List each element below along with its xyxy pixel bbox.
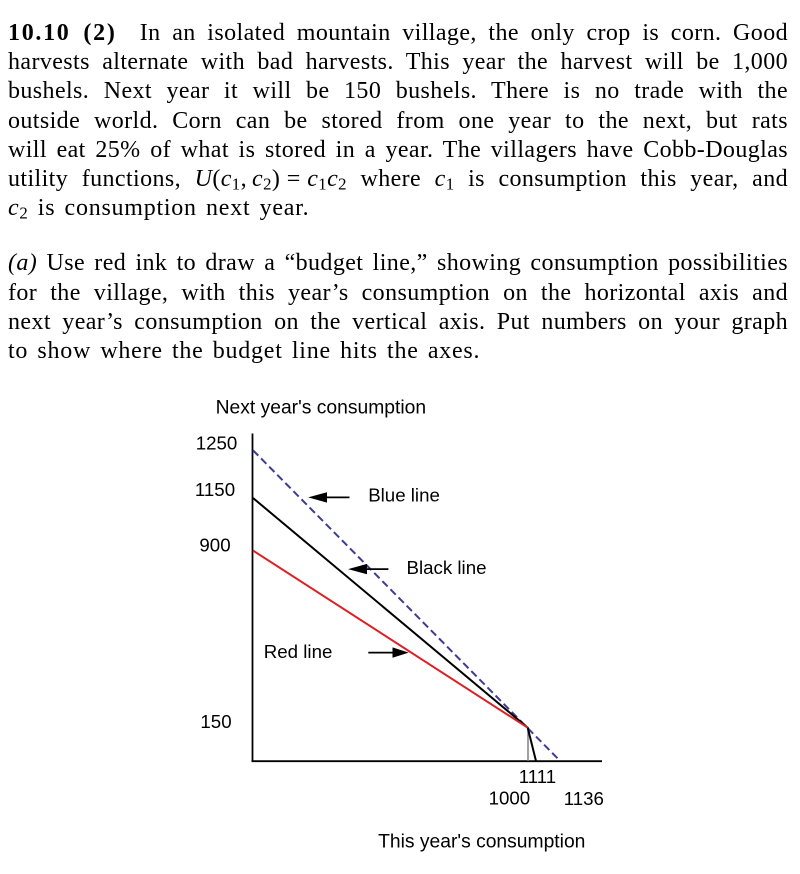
svg-text:Red line: Red line	[264, 641, 333, 662]
svg-text:This year's consumption: This year's consumption	[378, 832, 585, 853]
svg-text:150: 150	[200, 711, 231, 732]
svg-text:1000: 1000	[489, 787, 531, 808]
svg-text:Black line: Black line	[407, 557, 487, 578]
svg-text:1111: 1111	[519, 766, 556, 787]
svg-text:Blue line: Blue line	[368, 484, 440, 505]
svg-text:1250: 1250	[196, 432, 238, 453]
svg-text:1136: 1136	[564, 788, 604, 809]
svg-text:Next year's consumption: Next year's consumption	[216, 397, 427, 418]
svg-text:1150: 1150	[195, 479, 235, 500]
svg-text:900: 900	[199, 534, 230, 555]
